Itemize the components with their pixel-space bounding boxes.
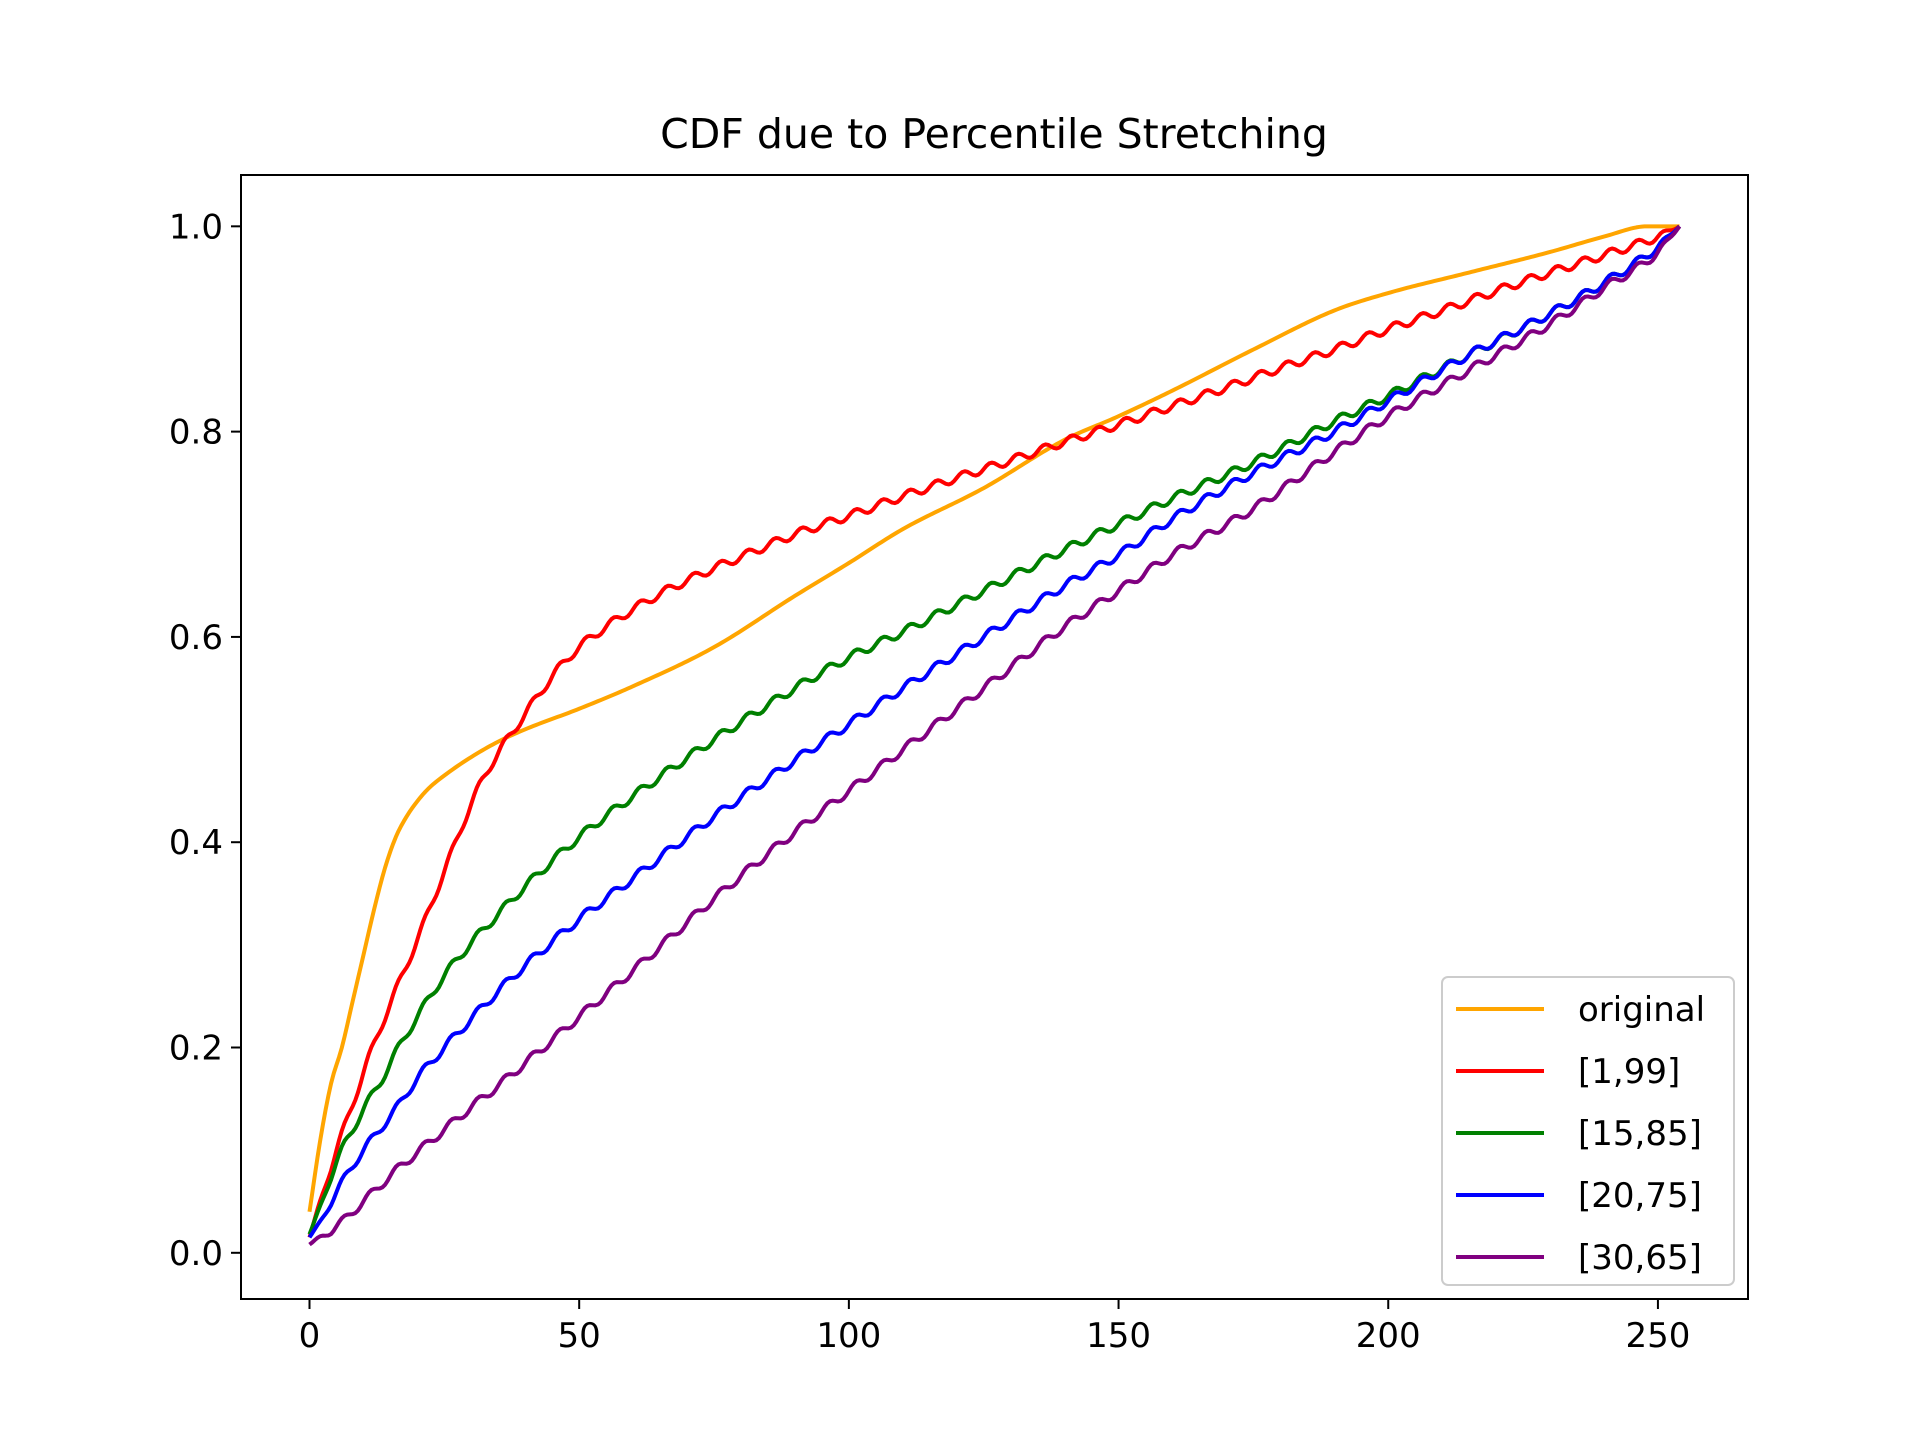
legend: original [1,99] [15,85] [20,75] [30,65]: [1441, 976, 1735, 1286]
x-axis: 0 50 100 150 200 250: [299, 1299, 1690, 1356]
y-axis: 0.0 0.2 0.4 0.6 0.8 1.0: [169, 207, 241, 1274]
x-tick-label: 100: [816, 1316, 881, 1356]
legend-label: [1,99]: [1578, 1052, 1680, 1092]
series-line-1: [307, 224, 1681, 1238]
series-line-4: [308, 225, 1682, 1247]
y-tick-label: 0.8: [169, 413, 223, 453]
x-tick-label: 150: [1086, 1316, 1151, 1356]
plot-lines: [307, 224, 1682, 1247]
x-tick-label: 250: [1625, 1316, 1690, 1356]
y-tick-label: 0.4: [169, 823, 223, 863]
legend-label: [15,85]: [1578, 1114, 1702, 1154]
chart-title: CDF due to Percentile Stretching: [660, 110, 1328, 158]
y-tick-label: 1.0: [169, 207, 223, 247]
legend-label: [30,65]: [1578, 1238, 1702, 1278]
x-tick-label: 0: [299, 1316, 321, 1356]
legend-box: [1441, 976, 1735, 1286]
y-tick-label: 0.0: [169, 1234, 223, 1274]
legend-label: original: [1578, 990, 1705, 1030]
x-tick-label: 200: [1356, 1316, 1421, 1356]
series-line-0: [307, 224, 1680, 1213]
series-line-3: [307, 225, 1682, 1239]
y-tick-label: 0.2: [169, 1029, 223, 1069]
x-tick-label: 50: [558, 1316, 601, 1356]
legend-label: [20,75]: [1578, 1176, 1702, 1216]
y-tick-label: 0.6: [169, 618, 223, 658]
plot-area-frame: [240, 174, 1749, 1300]
